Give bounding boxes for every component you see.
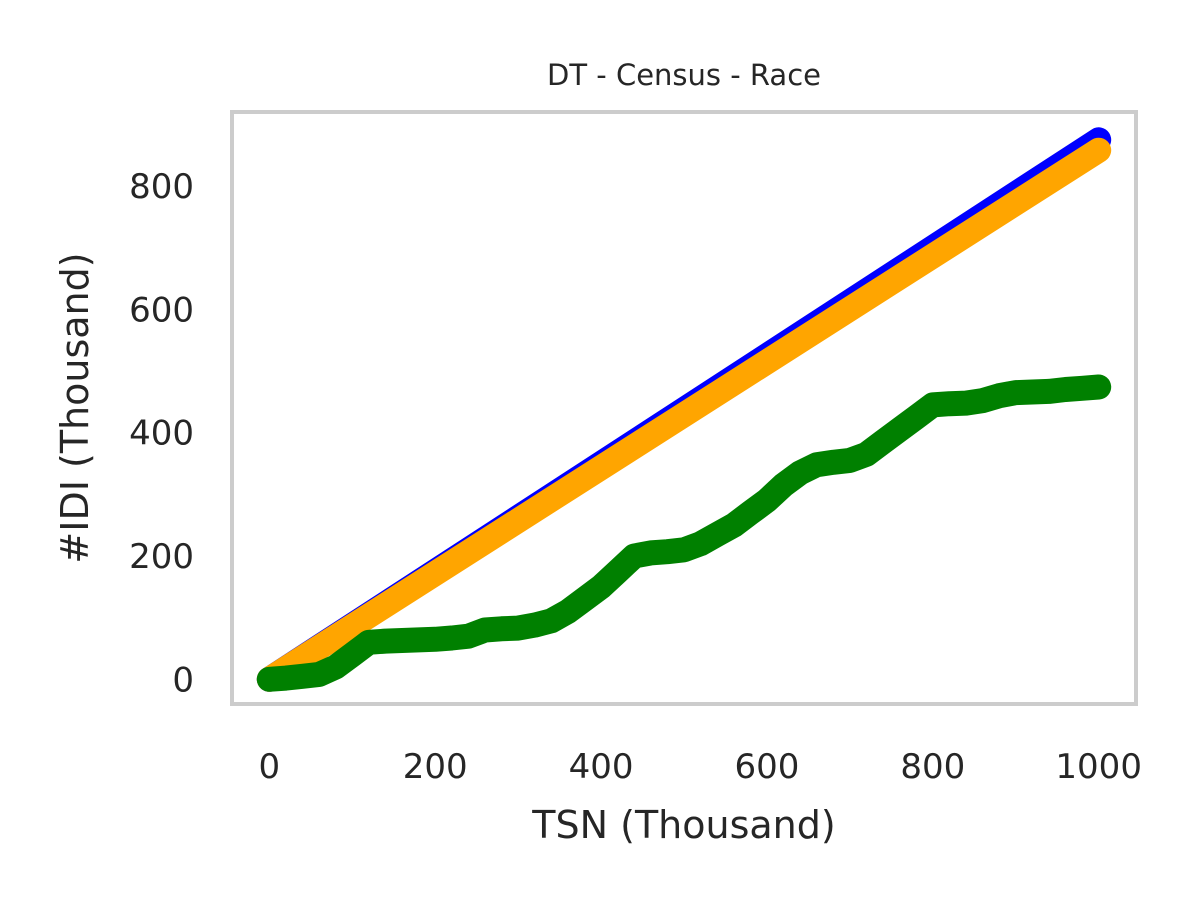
y-tick-label: 0	[172, 660, 194, 700]
x-tick-label: 600	[734, 747, 799, 787]
x-tick-label: 1000	[1055, 747, 1142, 787]
y-tick-label: 400	[129, 414, 194, 454]
y-tick-label: 200	[129, 537, 194, 577]
chart-title: DT - Census - Race	[547, 58, 821, 92]
y-axis-label: #IDI (Thousand)	[53, 252, 97, 563]
series-line-green	[256, 374, 1112, 692]
x-axis-label: TSN (Thousand)	[531, 803, 835, 847]
y-axis-ticks: 0 200 400 600 800	[129, 167, 194, 700]
y-tick-label: 600	[129, 290, 194, 330]
x-tick-label: 400	[569, 747, 634, 787]
series-line-orange	[256, 137, 1112, 692]
y-tick-label: 800	[129, 167, 194, 207]
x-tick-label: 800	[900, 747, 965, 787]
x-tick-label: 0	[258, 747, 280, 787]
x-tick-label: 200	[403, 747, 468, 787]
x-axis-ticks: 0 200 400 600 800 1000	[258, 747, 1141, 787]
series-layer	[256, 127, 1112, 692]
